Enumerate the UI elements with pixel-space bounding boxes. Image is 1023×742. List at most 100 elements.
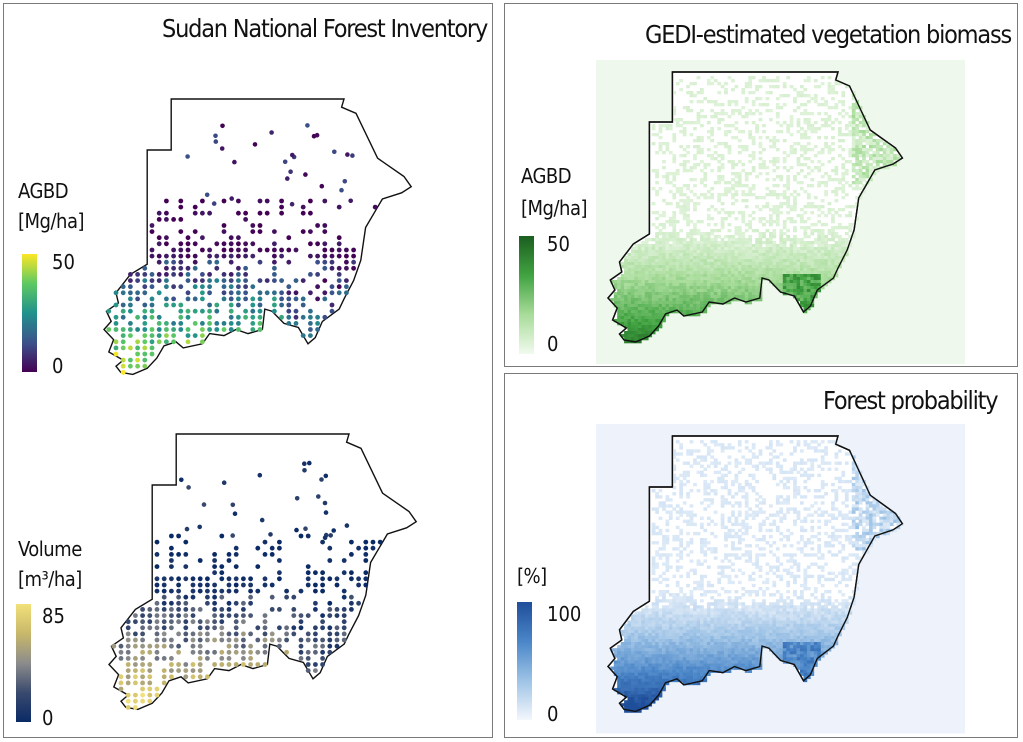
- plot-point: [313, 631, 318, 637]
- plot-point: [226, 582, 232, 588]
- plot-point: [243, 284, 249, 290]
- plot-point: [149, 327, 155, 332]
- plot-point: [192, 259, 198, 265]
- plot-point: [212, 619, 218, 625]
- plot-point: [192, 308, 198, 314]
- plot-point: [339, 187, 344, 193]
- plot-point: [250, 229, 256, 235]
- plot-point: [286, 290, 292, 296]
- plot-point: [178, 265, 184, 271]
- plot-point: [257, 198, 263, 204]
- plot-point: [214, 278, 220, 283]
- plot-point: [293, 314, 299, 320]
- plot-point: [185, 278, 191, 283]
- plot-point: [255, 545, 261, 551]
- plot-point: [236, 284, 241, 290]
- plot-point: [226, 552, 232, 557]
- plot-point: [226, 576, 232, 582]
- plot-point: [363, 576, 369, 582]
- plot-point: [113, 314, 119, 320]
- plot-point: [120, 327, 126, 332]
- plot-point: [221, 229, 227, 235]
- plot-point: [313, 662, 318, 667]
- plot-point: [176, 649, 182, 655]
- plot-point: [142, 363, 148, 369]
- plot-point: [205, 631, 210, 637]
- plot-point: [323, 473, 329, 479]
- plot-point: [113, 302, 119, 308]
- plot-point: [154, 600, 160, 606]
- plot-point: [322, 500, 328, 506]
- plot-point: [221, 272, 227, 277]
- plot-point: [308, 327, 313, 332]
- plot-point: [269, 130, 274, 135]
- plot-point: [147, 649, 153, 655]
- plot-point: [221, 253, 227, 259]
- plot-point: [322, 247, 328, 253]
- plot-point: [370, 545, 376, 551]
- plot-point: [277, 576, 282, 582]
- plot-point: [147, 613, 153, 618]
- plot-point: [128, 327, 133, 332]
- plot-point: [259, 517, 265, 523]
- plot-point: [221, 321, 227, 326]
- plot-point: [135, 363, 141, 369]
- plot-point: [171, 259, 177, 265]
- plot-point: [212, 613, 218, 618]
- plot-point: [286, 302, 292, 308]
- plot-point: [125, 643, 131, 649]
- plot-point: [128, 321, 133, 326]
- plot-point: [228, 235, 234, 241]
- plot-point: [212, 607, 218, 612]
- plot-point: [140, 619, 146, 625]
- plot-point: [327, 631, 333, 637]
- plot-point: [228, 314, 234, 320]
- plot-point: [205, 656, 210, 661]
- plot-point: [220, 123, 225, 129]
- plot-point: [298, 649, 304, 655]
- plot-point: [241, 607, 246, 612]
- plot-point: [279, 278, 284, 283]
- plot-point: [314, 132, 320, 138]
- volume-colorbar: [16, 604, 31, 722]
- plot-point: [120, 345, 126, 351]
- plot-point: [219, 146, 225, 151]
- plot-point: [322, 241, 328, 247]
- plot-point: [228, 302, 234, 308]
- gedi-colorbar-min: 0: [547, 332, 559, 356]
- plot-point: [329, 290, 335, 296]
- plot-point: [298, 643, 304, 649]
- plot-point: [250, 241, 256, 247]
- plot-point: [113, 351, 119, 357]
- plot-point: [257, 210, 263, 216]
- plot-point: [286, 308, 292, 314]
- plot-point: [322, 535, 328, 540]
- plot-point: [320, 539, 325, 545]
- plot-point: [344, 278, 349, 283]
- plot-point: [329, 302, 335, 308]
- plot-point: [257, 302, 263, 308]
- plot-point: [305, 613, 311, 618]
- plot-point: [298, 625, 304, 631]
- plot-point: [285, 176, 290, 181]
- plot-point: [336, 278, 342, 283]
- plot-point: [190, 668, 196, 673]
- plot-point: [161, 582, 167, 588]
- plot-point: [219, 533, 225, 539]
- plot-point: [200, 296, 205, 302]
- plot-point: [269, 552, 275, 557]
- plot-point: [257, 314, 263, 320]
- plot-point: [169, 613, 174, 618]
- plot-point: [212, 625, 218, 631]
- plot-point: [315, 223, 320, 228]
- plot-point: [262, 637, 268, 643]
- volume-legend-label: Volume: [18, 537, 82, 561]
- plot-point: [308, 308, 313, 314]
- plot-point: [161, 613, 167, 618]
- plot-point: [142, 339, 148, 345]
- plot-point: [327, 545, 333, 551]
- plot-point: [236, 302, 241, 308]
- plot-point: [248, 613, 254, 618]
- plot-point: [341, 625, 347, 631]
- plot-point: [230, 502, 236, 508]
